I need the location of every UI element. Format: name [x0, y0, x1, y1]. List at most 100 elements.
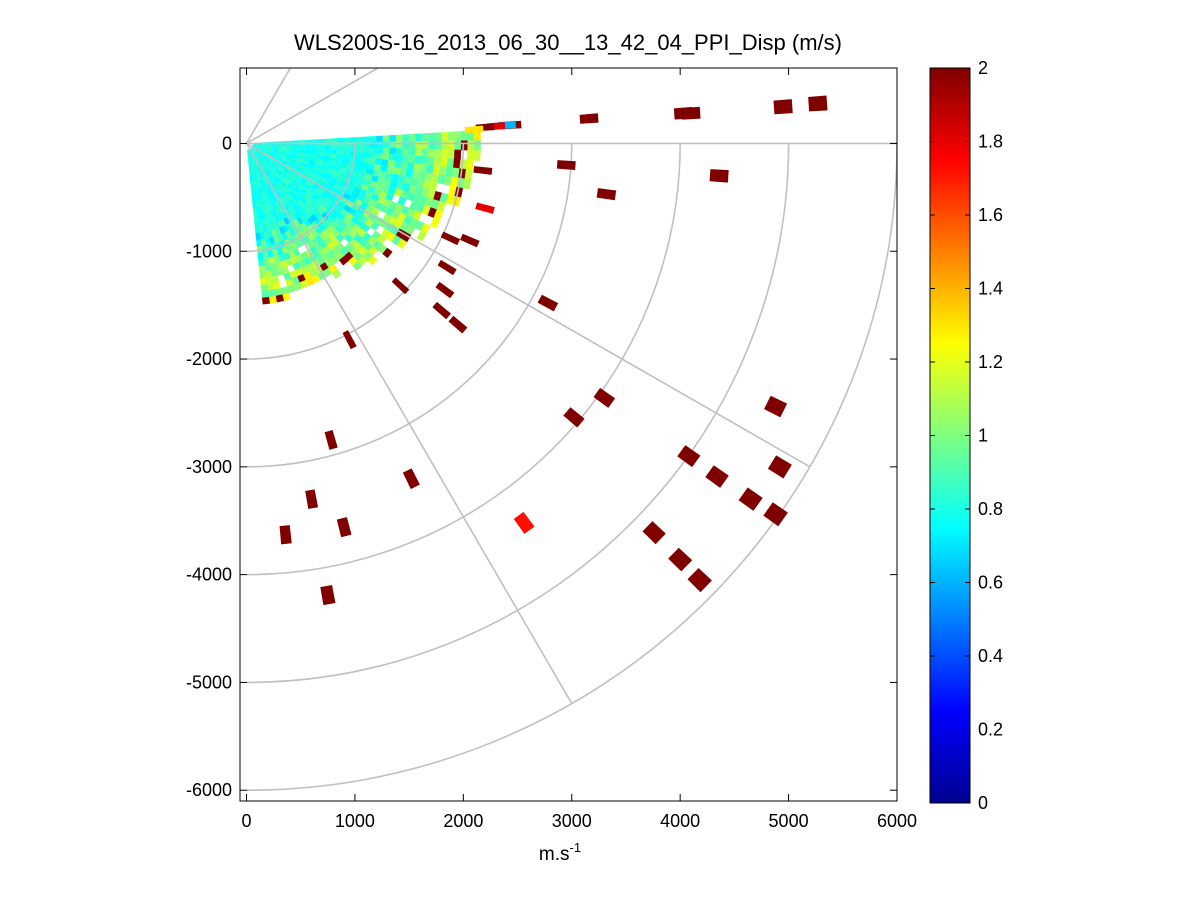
scan-cell	[413, 163, 422, 172]
scan-cell	[331, 269, 342, 279]
range-gate	[677, 445, 701, 468]
scan-cell	[434, 140, 442, 150]
x-tick-label: 5000	[769, 811, 809, 831]
scan-cell	[441, 140, 449, 150]
scan-cell	[400, 161, 409, 170]
azimuth-spoke	[246, 68, 379, 145]
range-gate	[305, 489, 319, 509]
scan-cell	[337, 146, 345, 151]
scan-cell	[261, 290, 270, 299]
range-gate	[668, 547, 693, 572]
scan-cell	[454, 131, 462, 141]
y-tick-label: -2000	[186, 349, 232, 369]
scan-cell	[285, 140, 293, 144]
range-gate	[435, 281, 455, 299]
scan-cell	[401, 154, 409, 163]
scan-cell	[441, 131, 449, 142]
colorbar-tick-label: 1.6	[978, 205, 1003, 225]
scan-cell	[415, 148, 423, 157]
range-ring	[246, 143, 356, 253]
scan-cell	[254, 220, 259, 228]
scan-cell	[376, 141, 384, 148]
scan-cell	[275, 294, 284, 303]
scan-cell	[382, 147, 390, 155]
range-gate	[391, 277, 410, 295]
range-ring	[246, 143, 790, 684]
scan-cell	[382, 135, 390, 142]
colorbar-gradient	[930, 68, 970, 803]
range-gate-layer	[279, 95, 828, 606]
scan-cell	[330, 138, 338, 143]
scan-cell	[464, 169, 473, 180]
scan-cell	[376, 147, 384, 154]
scan-cell	[394, 160, 402, 169]
scan-cell	[440, 157, 448, 168]
scan-cell	[382, 153, 390, 161]
scan-cell	[266, 283, 275, 291]
x-tick-label: 3000	[552, 811, 592, 831]
scan-cell	[428, 140, 436, 150]
scan-cell	[259, 271, 267, 279]
colorbar-tick-label: 0	[978, 793, 988, 813]
scan-cell	[381, 159, 389, 167]
y-tick-label: -3000	[186, 457, 232, 477]
range-ring	[246, 143, 573, 468]
y-tick-label: -5000	[186, 672, 232, 692]
scan-cell	[387, 160, 396, 168]
range-ring-upper	[247, 36, 301, 50]
scan-cell	[324, 145, 332, 150]
scan-cell	[256, 245, 263, 254]
range-gate	[773, 99, 793, 115]
scan-cell	[421, 140, 429, 150]
range-gate	[440, 231, 461, 246]
scan-cell	[416, 230, 427, 242]
scan-cell	[258, 264, 266, 273]
colorbar-tick-label: 1	[978, 426, 988, 446]
y-tick-label: 0	[222, 133, 232, 153]
scan-cell	[317, 138, 325, 143]
y-tick-label: -4000	[186, 565, 232, 585]
scan-cell	[369, 152, 377, 159]
scan-cell	[256, 239, 262, 247]
range-gate	[324, 429, 338, 450]
y-tick-label: -1000	[186, 241, 232, 261]
colorbar-tick-label: 0.4	[978, 646, 1003, 666]
scan-cell	[462, 178, 472, 190]
scan-cell	[447, 140, 455, 150]
scan-cell	[337, 137, 345, 143]
colorbar-tick-label: 0.2	[978, 720, 1003, 740]
scan-cell	[446, 158, 455, 168]
range-gate	[448, 315, 468, 334]
chart-title: WLS200S-16_2013_06_30__13_42_04_PPI_Disp…	[294, 30, 842, 55]
scan-cell	[324, 138, 332, 143]
range-gate	[763, 502, 788, 527]
scan-cell	[311, 139, 319, 143]
range-ring	[246, 143, 465, 360]
scan-cell	[440, 149, 449, 159]
scan-cell	[356, 146, 364, 153]
scan-cell	[389, 134, 397, 142]
x-axis-label-base: m.s	[539, 844, 570, 865]
azimuth-spoke	[245, 143, 573, 704]
scan-cell	[447, 149, 455, 159]
scan-cell	[408, 148, 416, 157]
scan-cell	[369, 141, 377, 148]
scan-cell	[402, 134, 410, 142]
azimuth-spoke	[246, 142, 811, 468]
range-gate	[336, 517, 352, 538]
scan-cell	[298, 140, 306, 143]
scan-cell	[408, 141, 416, 149]
scan-cell	[433, 157, 442, 167]
scan-cell	[402, 148, 410, 156]
scan-cell	[407, 155, 416, 164]
scan-cell	[343, 150, 351, 156]
colorbar-ticks: 0 0.2 0.4 0.6 0.8 1 1.2 1.4 1.6 1.8 2	[930, 58, 1003, 813]
scan-cell	[453, 149, 462, 160]
x-tick-label: 0	[241, 811, 251, 831]
x-axis-label-exponent: -1	[570, 840, 582, 855]
range-gate	[432, 301, 452, 320]
range-gate	[556, 160, 576, 171]
range-gate	[464, 125, 484, 134]
range-gate	[402, 468, 420, 490]
scan-cell	[415, 133, 423, 142]
